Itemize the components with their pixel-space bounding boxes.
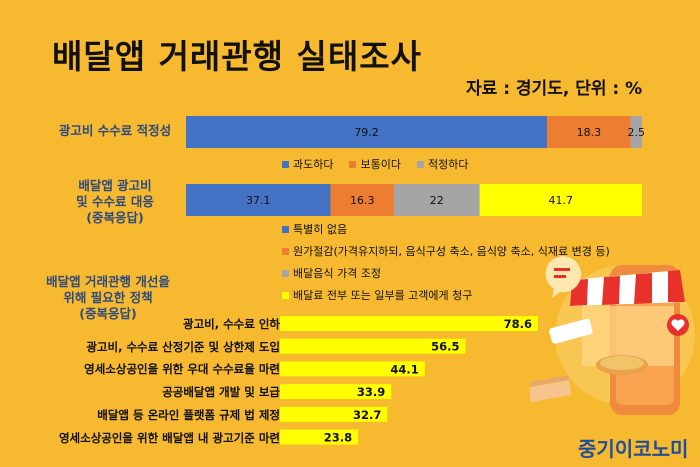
legend-swatch — [282, 161, 289, 168]
legend-swatch — [282, 248, 289, 255]
open-sign — [549, 318, 593, 344]
legend-swatch — [349, 161, 357, 168]
legend-label: 적정하다 — [427, 158, 469, 171]
chart3-bar-5 — [280, 429, 359, 445]
chart3-value-label-5: 23.8 — [324, 431, 352, 445]
chart3-bar-0 — [280, 316, 538, 331]
chart1-bar-value-label-0: 79.2 — [354, 126, 379, 139]
legend-label: 특별히 없음 — [293, 223, 348, 236]
legend-label: 원가절감(가격유지하되, 음식구성 축소, 음식양 축소, 식재료 변경 등) — [293, 245, 610, 258]
chart2-legend-item: 배달음식 가격 조정 — [282, 263, 610, 285]
chart2-bar-value-label-3: 41.7 — [549, 194, 574, 207]
legend-label: 배달료 전부 또는 일부를 고객에게 청구 — [293, 289, 473, 302]
chart1-bar-segment-1 — [547, 116, 631, 148]
chart1-bar-segment-0 — [186, 116, 548, 148]
chart1-category-label: 광고비 수수료 적정성 — [58, 123, 172, 138]
chart2-bar-value-label-0: 37.1 — [246, 194, 271, 207]
storefront-illustration — [530, 256, 695, 415]
chart1-legend: 과도하다 보통이다 적정하다 — [282, 156, 484, 172]
source-note: 자료 : 경기도, 단위 : % — [466, 79, 643, 99]
chart1-legend-item: 과도하다 — [282, 156, 333, 172]
chart2-bar-segment-0 — [186, 184, 331, 216]
legend-swatch — [282, 292, 289, 299]
chart1-legend-item: 보통이다 — [349, 156, 401, 172]
chart2-bar-value-label-2: 22 — [430, 194, 444, 207]
chart3-bar-3 — [280, 384, 392, 400]
chart3-value-label-3: 33.9 — [357, 385, 385, 399]
chart2-bar-segment-1 — [330, 184, 394, 216]
legend-label: 배달음식 가격 조정 — [293, 267, 381, 280]
chart3-category-label: 광고비, 수수료 인하 — [182, 317, 280, 331]
chat-line-2 — [554, 275, 566, 278]
chart2-bar-segment-3 — [479, 184, 642, 216]
chart3-bar-4 — [280, 406, 388, 422]
chart1-bar-segment-2 — [630, 116, 642, 148]
chart2-legend-item: 배달료 전부 또는 일부를 고객에게 청구 — [282, 285, 610, 307]
chart2-bar-value-label-1: 16.3 — [350, 194, 375, 207]
chart3-bar-2 — [280, 361, 425, 377]
chart3-category-label: 광고비, 수수료 산정기준 및 상한제 도입 — [86, 339, 280, 354]
legend-swatch — [282, 270, 289, 277]
chart3-category-label: 공공배달앱 개발 및 보급 — [162, 385, 280, 400]
brand-logo: 중기이코노미 — [578, 437, 689, 461]
pizza-crust — [600, 356, 644, 370]
chart3-title: 배달앱 거래관행 개선을 위해 필요한 정책 (중복응답) — [46, 274, 170, 321]
legend-label: 과도하다 — [293, 158, 334, 171]
chart1-bar-value-label-2: 2.5 — [628, 126, 646, 139]
pizza-box-1 — [530, 375, 572, 406]
heart-icon — [671, 319, 685, 331]
chart3-category-label: 영세소상공인을 위한 배달앱 내 광고기준 마련 — [58, 430, 280, 445]
chart3-bar-1 — [280, 338, 466, 354]
legend-swatch — [282, 226, 289, 233]
chart2-category-label: 배달앱 광고비 및 수수료 대응 (중복응답) — [76, 178, 154, 225]
chart3-category-label: 영세소상공인을 위한 우대 수수료율 마련 — [84, 362, 280, 377]
chart3-value-label-4: 32.7 — [353, 408, 381, 422]
chart1-legend-item: 적정하다 — [416, 156, 469, 172]
chart1-bar-value-label-1: 18.3 — [577, 126, 602, 139]
chart3-value-label-2: 44.1 — [390, 362, 418, 376]
chat-line — [554, 268, 570, 271]
page-title: 배달앱 거래관행 실태조사 — [52, 37, 422, 76]
chart2-bar-segment-2 — [393, 184, 480, 216]
awning — [570, 270, 685, 306]
chart2-legend-item: 원가절감(가격유지하되, 음식구성 축소, 음식양 축소, 식재료 변경 등) — [282, 241, 610, 263]
legend-label: 보통이다 — [360, 158, 401, 171]
chart3-category-label: 배달앱 등 온라인 플랫폼 규제 법 제정 — [97, 407, 280, 422]
chart3-value-label-1: 56.5 — [431, 340, 459, 354]
chart3-value-label-0: 78.6 — [504, 317, 532, 331]
chart2-legend-item: 특별히 없음 — [282, 219, 610, 241]
legend-swatch — [416, 161, 424, 168]
